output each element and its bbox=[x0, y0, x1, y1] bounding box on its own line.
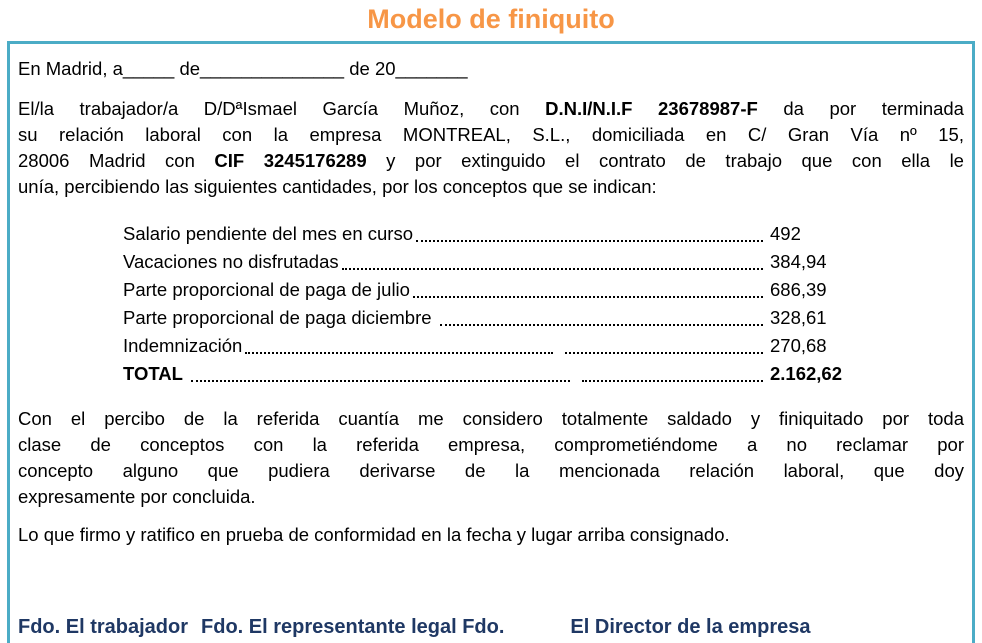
leader-dots bbox=[564, 352, 763, 354]
intro-text: El/la trabajador/a D/DªIsmael García Muñ… bbox=[18, 98, 546, 119]
document-box: En Madrid, a_____ de______________ de 20… bbox=[7, 41, 975, 643]
amount-row-salario: Salario pendiente del mes en curso 492 bbox=[123, 220, 856, 248]
settlement-paragraph: Con el percibo de la referida cuantía me… bbox=[18, 406, 964, 510]
closing-line-3: concepto alguno que pudiera derivarse de… bbox=[18, 460, 964, 481]
intro-line-4: unía, percibiendo las siguientes cantida… bbox=[18, 174, 964, 200]
signature-representative: Fdo. El representante legal Fdo. bbox=[201, 616, 505, 638]
leader-dots bbox=[416, 240, 763, 242]
amounts-list: Salario pendiente del mes en curso 492 V… bbox=[123, 220, 856, 388]
amount-value: 2.162,62 bbox=[770, 363, 843, 384]
amount-row-total: TOTAL 2.162,62 bbox=[123, 360, 856, 388]
intro-text: su relación laboral con la empresa MONTR… bbox=[18, 124, 964, 145]
intro-line-1: El/la trabajador/a D/DªIsmael García Muñ… bbox=[18, 96, 964, 122]
amount-value: 384,94 bbox=[770, 251, 827, 272]
intro-text: unía, percibiendo las siguientes cantida… bbox=[18, 176, 657, 197]
amount-row-paga-diciembre: Parte proporcional de paga diciembre 328… bbox=[123, 304, 856, 332]
leader-dots bbox=[341, 268, 763, 270]
dni-number: D.N.I/N.I.F 23678987-F bbox=[545, 98, 758, 119]
amount-label: Parte proporcional de paga de julio bbox=[123, 279, 410, 300]
leader-dots bbox=[412, 296, 763, 298]
date-line: En Madrid, a_____ de______________ de 20… bbox=[18, 58, 468, 79]
amount-label: Indemnización bbox=[123, 335, 243, 356]
amount-label: Parte proporcional de paga diciembre bbox=[123, 307, 437, 328]
amount-value: 686,39 bbox=[770, 279, 827, 300]
amount-row-vacaciones: Vacaciones no disfrutadas 384,94 bbox=[123, 248, 856, 276]
closing-line-4: expresamente por concluida. bbox=[18, 486, 256, 507]
leader-dots bbox=[190, 380, 571, 382]
intro-text: 28006 Madrid con bbox=[18, 150, 215, 171]
intro-line-2: su relación laboral con la empresa MONTR… bbox=[18, 122, 964, 148]
closing-line-1: Con el percibo de la referida cuantía me… bbox=[18, 408, 964, 429]
intro-text: da por terminada bbox=[757, 98, 964, 119]
leader-dots bbox=[582, 380, 763, 382]
closing-line-2: clase de conceptos con la referida empre… bbox=[18, 434, 964, 455]
cif-number: CIF 3245176289 bbox=[214, 150, 367, 171]
amount-value: 270,68 bbox=[770, 335, 827, 356]
intro-text: y por extinguido el contrato de trabajo … bbox=[366, 150, 964, 171]
amount-row-paga-julio: Parte proporcional de paga de julio 686,… bbox=[123, 276, 856, 304]
intro-paragraph: El/la trabajador/a D/DªIsmael García Muñ… bbox=[18, 96, 964, 200]
amount-label: TOTAL bbox=[123, 363, 188, 384]
amount-value: 492 bbox=[770, 223, 801, 244]
page-title: Modelo de finiquito bbox=[367, 4, 615, 34]
intro-line-3: 28006 Madrid con CIF 3245176289 y por ex… bbox=[18, 148, 964, 174]
confirmation-paragraph: Lo que firmo y ratifico en prueba de con… bbox=[18, 524, 730, 545]
signature-worker: Fdo. El trabajador bbox=[18, 616, 189, 638]
signature-line: Fdo. El trabajador Fdo. El representante… bbox=[18, 613, 964, 641]
amount-label: Vacaciones no disfrutadas bbox=[123, 251, 339, 272]
amount-value: 328,61 bbox=[770, 307, 827, 328]
signature-director: El Director de la empresa bbox=[570, 616, 811, 638]
leader-dots bbox=[439, 324, 763, 326]
leader-dots bbox=[245, 352, 553, 354]
amount-row-indemnizacion: Indemnización 270,68 bbox=[123, 332, 856, 360]
amount-label: Salario pendiente del mes en curso bbox=[123, 223, 414, 244]
